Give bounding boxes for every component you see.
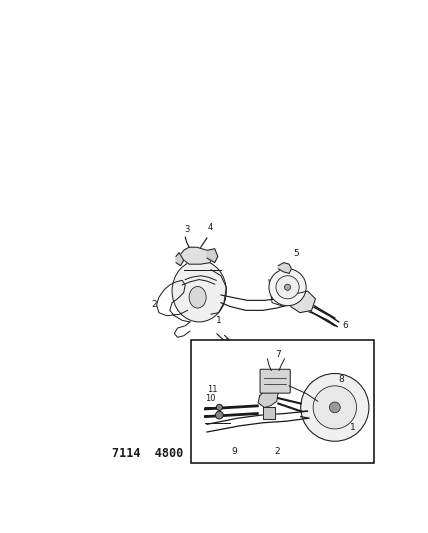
Text: 4: 4 — [208, 223, 213, 232]
Text: 10: 10 — [205, 394, 216, 403]
Text: 6: 6 — [342, 321, 348, 330]
Circle shape — [330, 402, 340, 413]
Text: 11: 11 — [207, 385, 217, 394]
Text: 7: 7 — [275, 350, 281, 359]
Circle shape — [216, 405, 223, 410]
Circle shape — [313, 386, 357, 429]
Circle shape — [276, 276, 299, 299]
Bar — [191, 340, 374, 463]
Text: 1: 1 — [216, 317, 222, 326]
Text: 2: 2 — [274, 447, 279, 456]
Polygon shape — [278, 263, 291, 273]
Polygon shape — [258, 388, 278, 407]
Ellipse shape — [172, 260, 226, 322]
Text: 9: 9 — [231, 447, 237, 456]
Text: 1: 1 — [351, 424, 356, 432]
Ellipse shape — [189, 287, 206, 308]
Polygon shape — [176, 253, 184, 265]
Text: 7114  4800: 7114 4800 — [112, 447, 183, 461]
Circle shape — [301, 374, 369, 441]
Text: 3: 3 — [184, 225, 190, 234]
FancyBboxPatch shape — [260, 369, 290, 393]
Text: 8: 8 — [339, 375, 345, 384]
Polygon shape — [207, 249, 218, 263]
Circle shape — [215, 411, 223, 419]
Text: 5: 5 — [294, 249, 300, 259]
Polygon shape — [291, 291, 315, 313]
Text: 2: 2 — [151, 300, 157, 309]
Circle shape — [285, 284, 291, 290]
Polygon shape — [263, 407, 275, 419]
Circle shape — [269, 269, 306, 306]
Polygon shape — [179, 247, 212, 264]
